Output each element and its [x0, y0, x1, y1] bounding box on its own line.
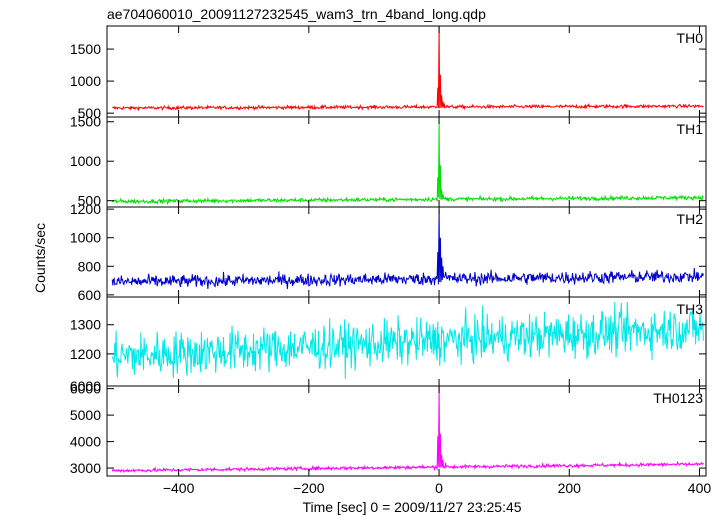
y-tick-label: 1200 — [70, 201, 101, 217]
y-tick-label: 1500 — [70, 114, 101, 130]
y-tick-label: 1000 — [70, 153, 101, 169]
y-axis-title: Counts/sec — [32, 223, 48, 293]
panel-th1: 500 1000 1500 TH1 — [70, 114, 707, 209]
panel-th2: 600 800 1000 1200 TH2 — [70, 201, 707, 303]
series-th0123 — [111, 386, 704, 474]
y-tick-label: 6000 — [70, 378, 101, 394]
x-axis-labels: −400 −200 0 200 400 — [163, 480, 712, 496]
band-label-th0123: TH0123 — [653, 390, 703, 406]
panel-frame — [106, 25, 707, 118]
series-th3 — [111, 301, 704, 379]
panel-th0: 500 1000 1500 TH0 — [70, 25, 707, 121]
band-label-th1: TH1 — [677, 121, 704, 137]
x-tick-label: 200 — [558, 480, 582, 496]
x-tick-label: 400 — [688, 480, 712, 496]
y-tick-label: 1200 — [70, 346, 101, 362]
y-tick-label: 3000 — [70, 460, 101, 476]
panel-frame — [106, 116, 707, 208]
y-tick-label: 1500 — [70, 41, 101, 57]
panel-th0123: 3000 4000 5000 6000 TH0123 — [70, 381, 707, 477]
y-tick-label: 4000 — [70, 434, 101, 450]
series-th2 — [111, 209, 704, 290]
band-label-th3: TH3 — [677, 301, 704, 317]
series-th1 — [111, 121, 704, 206]
chart-title: ae704060010_20091127232545_wam3_trn_4ban… — [107, 6, 486, 22]
panel-th3: 1200 1300 6000 TH3 — [70, 296, 707, 394]
y-tick-label: 6000 — [70, 381, 101, 397]
x-tick-label: 0 — [435, 480, 443, 496]
y-tick-label: 1000 — [70, 230, 101, 246]
panels-group: 500 1000 1500 TH0 500 1000 1500 TH1 600 800 1000 12… — [70, 25, 707, 477]
x-tick-label: −400 — [163, 480, 195, 496]
x-tick-label: −200 — [293, 480, 325, 496]
y-tick-label: 5000 — [70, 407, 101, 423]
y-tick-label: 1300 — [70, 317, 101, 333]
y-tick-label: 600 — [78, 287, 102, 303]
band-label-th2: TH2 — [677, 211, 704, 227]
band-label-th0: TH0 — [677, 30, 704, 46]
y-tick-label: 1000 — [70, 73, 101, 89]
x-axis-title: Time [sec] 0 = 2009/11/27 23:25:45 — [302, 499, 521, 515]
series-th0 — [112, 26, 704, 112]
y-tick-label: 500 — [78, 193, 102, 209]
panel-frame — [106, 385, 707, 477]
y-tick-label: 800 — [78, 258, 102, 274]
y-tick-label: 500 — [78, 105, 102, 121]
